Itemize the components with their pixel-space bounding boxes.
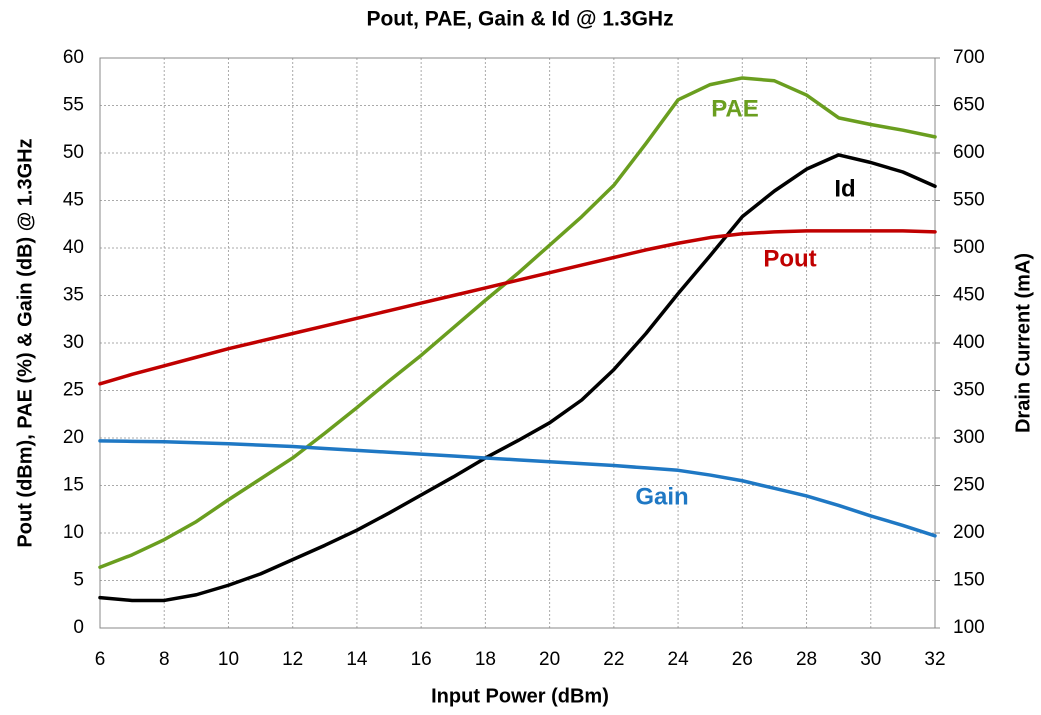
y2-tick-label: 300 [953, 427, 985, 448]
y2-tick-label: 600 [953, 142, 985, 163]
y2-tick-label: 200 [953, 522, 985, 543]
x-tick-label: 28 [796, 649, 817, 670]
series-label: Pout [763, 245, 816, 272]
y2-tick-label: 450 [953, 285, 985, 306]
y-tick-label: 5 [73, 570, 84, 591]
y-tick-label: 60 [63, 47, 84, 68]
series-line [98, 153, 937, 603]
y-tick-label: 15 [63, 475, 84, 496]
series-line [98, 229, 937, 386]
x-tick-label: 30 [860, 649, 881, 670]
x-tick-label: 8 [159, 649, 170, 670]
y2-tick-label: 400 [953, 332, 985, 353]
y2-tick-label: 100 [953, 617, 985, 638]
y-tick-label: 40 [63, 237, 84, 258]
x-tick-label: 16 [411, 649, 432, 670]
y2-axis-label: Drain Current (mA) [1012, 253, 1034, 433]
y2-tick-label: 550 [953, 190, 985, 211]
x-tick-label: 10 [218, 649, 239, 670]
x-tick-label: 22 [603, 649, 624, 670]
y2-tick-label: 500 [953, 237, 985, 258]
x-axis-label: Input Power (dBm) [431, 685, 609, 707]
chart-title: Pout, PAE, Gain & Id @ 1.3GHz [366, 8, 673, 31]
y-axis-label: Pout (dBm), PAE (%) & Gain (dB) @ 1.3GHz [14, 138, 36, 547]
y-tick-label: 30 [63, 332, 84, 353]
x-tick-label: 24 [668, 649, 690, 670]
y-tick-label: 45 [63, 190, 84, 211]
series-label: PAE [711, 95, 759, 122]
y-tick-label: 10 [63, 522, 84, 543]
x-tick-label: 18 [475, 649, 496, 670]
x-tick-label: 14 [346, 649, 368, 670]
x-tick-label: 26 [732, 649, 753, 670]
series-label: Gain [635, 483, 688, 510]
series-label: Id [834, 175, 855, 202]
y2-tick-label: 150 [953, 570, 985, 591]
x-tick-label: 12 [282, 649, 303, 670]
plot-frame [99, 57, 936, 629]
x-tick-label: 20 [539, 649, 560, 670]
y-tick-label: 25 [63, 380, 84, 401]
y2-tick-label: 350 [953, 380, 985, 401]
y2-tick-label: 700 [953, 47, 985, 68]
series-line [98, 439, 937, 538]
y2-tick-label: 250 [953, 475, 985, 496]
series-line [98, 76, 937, 569]
x-tick-label: 6 [95, 649, 106, 670]
y-tick-label: 55 [63, 95, 84, 116]
x-tick-label: 32 [924, 649, 945, 670]
y-tick-label: 20 [63, 427, 84, 448]
y-tick-label: 0 [73, 617, 84, 638]
y2-tick-label: 650 [953, 95, 985, 116]
y-tick-label: 35 [63, 285, 84, 306]
y-tick-label: 50 [63, 142, 84, 163]
